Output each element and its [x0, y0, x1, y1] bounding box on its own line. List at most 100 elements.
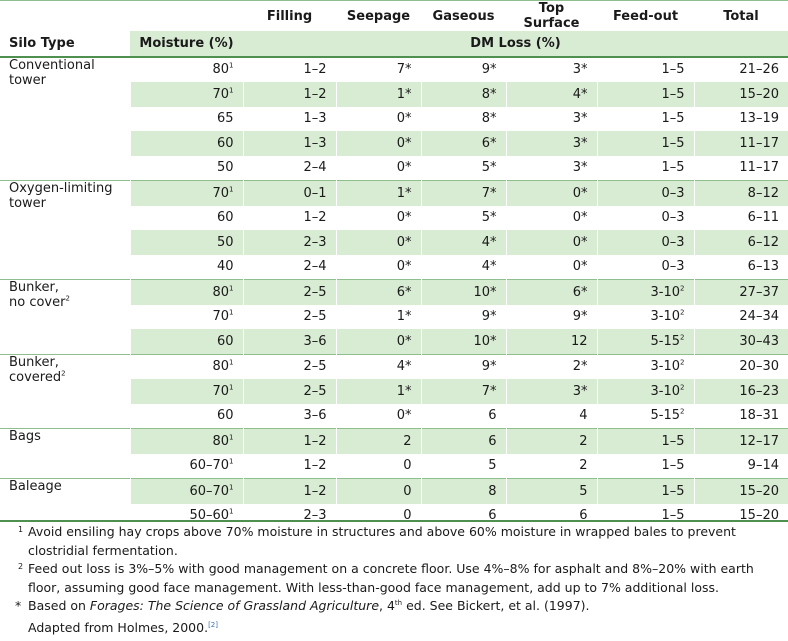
- header-gaseous: Gaseous: [421, 0, 506, 31]
- feed-cell: 0–3: [596, 254, 694, 280]
- footnote-1-line-1: Avoid ensiling hay crops above 70% moist…: [28, 524, 736, 539]
- total-cell: 9–14: [693, 453, 788, 479]
- feed-out-footnote-ref: 2: [680, 407, 685, 416]
- total-value: 6–11: [747, 210, 779, 226]
- filling-cell: 0–1: [242, 180, 336, 206]
- gaseous-value: 8*: [481, 111, 497, 127]
- seepage-value: 0*: [396, 160, 412, 176]
- total-cell: 20–30: [693, 353, 788, 379]
- silo-type-footnote-ref: 2: [61, 369, 66, 378]
- gaseous-cell: 6*: [420, 131, 506, 156]
- moisture-cell: 65: [129, 106, 243, 131]
- gaseous-value: 7*: [481, 383, 497, 399]
- table-row: 40 2–4 0* 4* 0* 0–3 6–13: [0, 254, 788, 280]
- total-value: 15–20: [739, 86, 779, 102]
- footnote-2-line-1: Feed out loss is 3%–5% with good managem…: [28, 561, 754, 576]
- feed-value: 1–5: [661, 433, 685, 449]
- moisture-value: 40: [216, 259, 234, 275]
- table-row: 60 1–2 0* 5* 0* 0–3 6–11: [0, 205, 788, 230]
- seepage-value: 1*: [396, 86, 412, 102]
- moisture-cell: 801: [129, 353, 243, 379]
- gaseous-cell: 9*: [420, 56, 506, 82]
- gaseous-cell: 10*: [420, 329, 506, 354]
- filling-cell: 3–6: [242, 403, 336, 429]
- moisture-footnote-ref: 1: [229, 383, 234, 392]
- top-cell: 0*: [505, 205, 597, 230]
- feed-value: 3-10: [650, 383, 681, 399]
- table-row: 65 1–3 0* 8* 3* 1–5 13–19: [0, 106, 788, 131]
- filling-value: 2–4: [303, 259, 327, 275]
- feed-value: 5-15: [650, 408, 681, 424]
- table-row: Bags 801 1–2 2 6 2 1–5 12–17: [0, 428, 788, 479]
- seepage-cell: 0*: [335, 205, 421, 230]
- footnotes: 1 Avoid ensiling hay crops above 70% moi…: [15, 523, 783, 637]
- table-row: Baleage 60–701 1–2 0 8 5 1–5 15–20: [0, 478, 788, 528]
- header-moisture: Moisture (%): [130, 31, 243, 58]
- filling-value: 2–5: [303, 359, 327, 375]
- top-value: 2: [579, 433, 588, 449]
- footnote-star-post: ed. See Bickert, et al. (1997).: [402, 598, 590, 613]
- top-cell: 2: [505, 428, 597, 454]
- filling-cell: 1–2: [242, 428, 336, 454]
- top-value: 3*: [572, 160, 588, 176]
- filling-value: 1–2: [303, 210, 327, 226]
- gaseous-cell: 8: [420, 478, 506, 504]
- filling-cell: 2–4: [242, 254, 336, 280]
- gaseous-cell: 6: [420, 503, 506, 528]
- table-body: Conventional tower 801 1–2 7* 9* 3* 1–5 21–26 701…: [0, 56, 788, 528]
- seepage-cell: 0: [335, 453, 421, 479]
- top-value: 0*: [572, 210, 588, 226]
- silo-type-line: covered2: [9, 370, 121, 385]
- feed-value: 1–5: [661, 111, 685, 127]
- gaseous-cell: 5*: [420, 205, 506, 230]
- seepage-value: 1*: [396, 309, 412, 325]
- gaseous-value: 9*: [481, 62, 497, 78]
- footnote-star-sup: th: [394, 598, 403, 607]
- moisture-footnote-ref: 1: [229, 358, 234, 367]
- seepage-cell: 0*: [335, 254, 421, 280]
- total-cell: 13–19: [693, 106, 788, 131]
- filling-value: 1–2: [303, 483, 327, 499]
- seepage-value: 0*: [396, 111, 412, 127]
- gaseous-value: 10*: [473, 284, 497, 300]
- feed-out-footnote-ref: 2: [680, 333, 685, 342]
- total-cell: 24–34: [693, 304, 788, 329]
- gaseous-cell: 6: [420, 403, 506, 429]
- seepage-cell: 2: [335, 428, 421, 454]
- feed-cell: 5-152: [596, 403, 694, 429]
- header-silo-type: Silo Type: [0, 31, 130, 58]
- feed-value: 1–5: [661, 508, 685, 524]
- seepage-cell: 1*: [335, 304, 421, 329]
- moisture-value: 60–70: [189, 458, 230, 474]
- filling-value: 1–3: [303, 111, 327, 127]
- gaseous-cell: 4*: [420, 254, 506, 280]
- moisture-cell: 701: [129, 304, 243, 329]
- silo-type-cell: Bunker, no cover2: [0, 279, 131, 354]
- gaseous-cell: 9*: [420, 304, 506, 329]
- total-cell: 18–31: [693, 403, 788, 429]
- silo-loss-table: Filling Seepage Gaseous Top Surface Feed…: [0, 0, 788, 528]
- moisture-cell: 801: [129, 428, 243, 454]
- gaseous-cell: 7*: [420, 180, 506, 206]
- footnote-star-book-title: Forages: The Science of Grassland Agricu…: [89, 598, 380, 613]
- gaseous-value: 5*: [481, 210, 497, 226]
- feed-cell: 1–5: [596, 428, 694, 454]
- table-row: 60 3–6 0* 6 4 5-152 18–31: [0, 403, 788, 429]
- total-value: 21–26: [739, 62, 779, 78]
- filling-cell: 1–2: [242, 56, 336, 82]
- gaseous-cell: 10*: [420, 279, 506, 305]
- filling-cell: 3–6: [242, 329, 336, 354]
- silo-type-line: Oxygen-limiting: [9, 181, 113, 196]
- moisture-value: 65: [216, 111, 234, 127]
- seepage-value: 1*: [396, 383, 412, 399]
- feed-cell: 3-102: [596, 353, 694, 379]
- seepage-cell: 0*: [335, 131, 421, 156]
- seepage-value: 0*: [396, 135, 412, 151]
- filling-cell: 1–3: [242, 131, 336, 156]
- gaseous-value: 4*: [481, 259, 497, 275]
- feed-value: 0–3: [661, 210, 685, 226]
- filling-cell: 1–2: [242, 82, 336, 107]
- top-value: 9*: [572, 309, 588, 325]
- total-value: 13–19: [739, 111, 779, 127]
- citation-link[interactable]: [2]: [208, 620, 218, 629]
